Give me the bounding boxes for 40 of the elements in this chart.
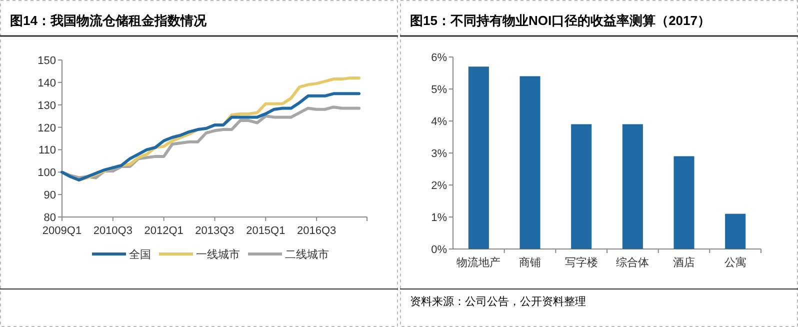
y-tick-label: 150 <box>38 55 56 67</box>
legend-label: 全国 <box>129 249 151 261</box>
legend-label: 二线城市 <box>285 248 329 261</box>
text: 资料来源：公司公告，公开资料整理 <box>410 295 586 308</box>
x-tick-label: 2009Q1 <box>42 225 82 237</box>
bar <box>725 214 746 249</box>
x-tick-label: 2016Q3 <box>296 225 336 237</box>
bar <box>622 124 643 249</box>
y-tick-label: 1% <box>431 212 448 224</box>
x-tick-label: 公寓 <box>724 256 746 269</box>
y-tick-label: 110 <box>38 144 56 157</box>
bar <box>468 66 489 249</box>
y-tick-label: 5% <box>431 84 448 96</box>
legend-label: 一线城市 <box>196 248 240 261</box>
chart-title: 图14：我国物流仓储租金指数情况 <box>10 13 208 28</box>
y-tick-label: 0% <box>431 244 448 256</box>
y-tick-label: 2% <box>431 180 448 192</box>
x-tick-label: 酒店 <box>673 256 695 269</box>
y-tick-label: 3% <box>431 148 448 160</box>
x-tick-label: 商铺 <box>519 256 541 269</box>
x-tick-label: 2015Q1 <box>246 225 286 237</box>
y-tick-label: 130 <box>38 100 56 112</box>
y-tick-label: 4% <box>431 116 448 128</box>
bar <box>520 76 540 249</box>
x-tick-label: 写字楼 <box>564 256 598 269</box>
bar <box>571 124 592 249</box>
y-tick-label: 100 <box>38 167 56 180</box>
x-tick-label: 2013Q3 <box>195 225 234 237</box>
bar <box>674 156 694 249</box>
y-tick-label: 140 <box>38 77 56 90</box>
x-tick-label: 2012Q1 <box>144 225 184 237</box>
x-tick-label: 综合体 <box>616 256 650 269</box>
y-tick-label: 6% <box>431 52 448 64</box>
y-tick-label: 80 <box>44 212 56 224</box>
x-tick-label: 物流地产 <box>456 256 501 269</box>
y-tick-label: 90 <box>44 190 56 202</box>
y-tick-label: 120 <box>38 122 56 134</box>
line-series <box>60 92 360 182</box>
chart-title: 图15：不同持有物业NOI口径的收益率测算（2017） <box>410 13 710 28</box>
x-tick-label: 2010Q3 <box>93 225 132 237</box>
